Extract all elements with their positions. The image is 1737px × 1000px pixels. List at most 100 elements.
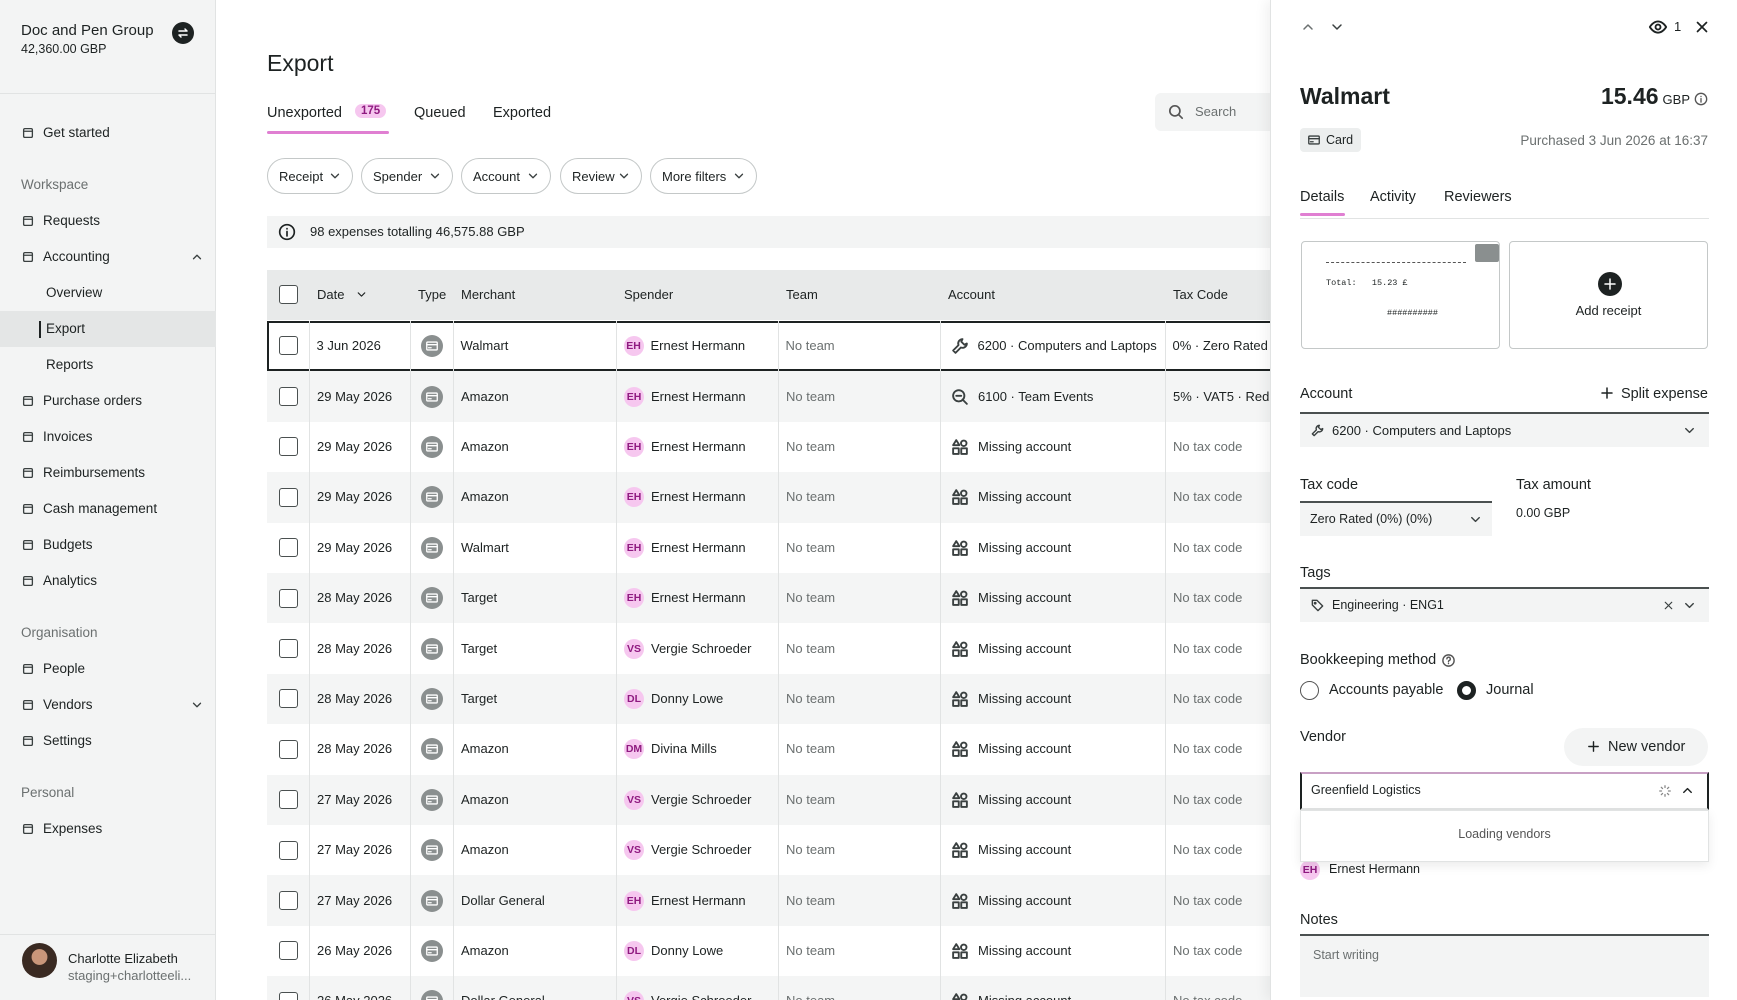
- nav-item[interactable]: Purchase orders: [0, 383, 216, 419]
- cell-divider: [616, 774, 617, 825]
- nav-item[interactable]: Get started: [0, 115, 216, 151]
- account: Missing account: [978, 640, 1072, 656]
- account-icon: [950, 840, 970, 860]
- spender: Donny Lowe: [651, 942, 724, 958]
- table-row[interactable]: 26 May 2026 Amazon DL Donny Lowe No team Miss…: [267, 925, 1317, 977]
- filter-chip[interactable]: Account: [461, 158, 551, 194]
- filter-chip[interactable]: More filters: [650, 158, 757, 194]
- filter-chip[interactable]: Review: [560, 158, 642, 194]
- account-icon-svg: [952, 640, 968, 657]
- table-row[interactable]: 29 May 2026 Amazon EH Ernest Hermann No team…: [267, 371, 1317, 422]
- cell-divider: [778, 825, 779, 876]
- account-select[interactable]: 6200 · Computers and Laptops: [1300, 412, 1709, 447]
- nav-label: Expenses: [43, 821, 103, 836]
- table-row[interactable]: 28 May 2026 Target VS Vergie Schroeder No te…: [267, 623, 1317, 674]
- split-expense-button[interactable]: Split expense: [1620, 386, 1708, 402]
- table-row[interactable]: 29 May 2026 Amazon EH Ernest Hermann No team…: [267, 421, 1317, 473]
- previous-button[interactable]: [1300, 19, 1316, 35]
- select-all-checkbox[interactable]: [279, 285, 298, 304]
- next-button[interactable]: [1329, 19, 1345, 35]
- column-header[interactable]: Team: [786, 287, 818, 302]
- cell-divider: [309, 976, 310, 1000]
- row-checkbox[interactable]: [279, 941, 298, 961]
- row-checkbox[interactable]: [279, 639, 298, 659]
- new-vendor-button[interactable]: New vendor: [1564, 728, 1708, 766]
- nav-item[interactable]: Accounting: [0, 239, 216, 275]
- panel-tab[interactable]: Activity: [1370, 189, 1416, 205]
- help-icon: [1441, 653, 1456, 668]
- table-row[interactable]: 3 Jun 2026 Walmart EH Ernest Hermann No team…: [267, 320, 1317, 372]
- column-header[interactable]: Spender: [624, 287, 674, 302]
- row-checkbox[interactable]: [279, 588, 298, 608]
- column-header[interactable]: Type: [418, 287, 447, 302]
- row-checkbox[interactable]: [279, 689, 298, 709]
- column-header[interactable]: Tax Code: [1173, 287, 1228, 302]
- nav-item[interactable]: Overview: [0, 275, 216, 311]
- add-receipt-button[interactable]: Add receipt: [1509, 241, 1708, 349]
- panel-tab[interactable]: Reviewers: [1444, 189, 1512, 205]
- column-header[interactable]: Merchant: [461, 287, 516, 302]
- cell-divider: [453, 875, 454, 926]
- table-row[interactable]: 28 May 2026 Amazon DM Divina Mills No team Mi…: [267, 724, 1317, 775]
- icon: [21, 394, 35, 408]
- cell-divider: [940, 774, 941, 825]
- table-row[interactable]: 29 May 2026 Amazon EH Ernest Hermann No team…: [267, 472, 1317, 523]
- account-icon: [950, 538, 970, 558]
- row-checkbox[interactable]: [279, 437, 298, 457]
- row-checkbox[interactable]: [279, 487, 298, 507]
- nav-item[interactable]: Analytics: [0, 563, 216, 599]
- tags-select[interactable]: Engineering · ENG1: [1300, 587, 1709, 622]
- table-row[interactable]: 28 May 2026 Target DL Donny Lowe No team Miss…: [267, 673, 1317, 725]
- nav-item[interactable]: People: [0, 651, 216, 687]
- row-checkbox[interactable]: [279, 790, 298, 810]
- cell-divider: [616, 472, 617, 523]
- vendor-input[interactable]: Greenfield Logistics: [1300, 772, 1709, 810]
- receipt-thumbnail[interactable]: Total: 15.23 £ ##########: [1301, 241, 1500, 349]
- viewers-icon-svg: [1648, 20, 1668, 34]
- cell-divider: [940, 371, 941, 422]
- nav-item[interactable]: Vendors: [0, 687, 216, 723]
- row-checkbox[interactable]: [279, 840, 298, 860]
- column-header[interactable]: Date: [317, 287, 345, 302]
- icon: [1468, 512, 1483, 527]
- table-row[interactable]: 27 May 2026 Dollar General EH Ernest Herman…: [267, 875, 1317, 926]
- row-checkbox[interactable]: [279, 991, 298, 1000]
- panel-tab[interactable]: Details: [1300, 189, 1345, 205]
- tax-code-select[interactable]: Zero Rated (0%) (0%): [1300, 501, 1492, 536]
- table-row[interactable]: 26 May 2026 Dollar General VS Vergie Schroe…: [267, 976, 1317, 1000]
- filter-chip[interactable]: Spender: [361, 158, 453, 194]
- nav-item[interactable]: Reimbursements: [0, 455, 216, 491]
- table-row[interactable]: 27 May 2026 Amazon VS Vergie Schroeder No te…: [267, 825, 1317, 876]
- nav-item[interactable]: Export: [0, 311, 216, 347]
- cell-divider: [940, 522, 941, 573]
- switch-org-button[interactable]: [172, 22, 194, 44]
- nav-item[interactable]: Expenses: [0, 811, 216, 847]
- row-checkbox[interactable]: [279, 387, 298, 407]
- row-checkbox[interactable]: [279, 891, 298, 911]
- nav-item[interactable]: Budgets: [0, 527, 216, 563]
- row-checkbox[interactable]: [279, 739, 298, 759]
- nav-item[interactable]: Invoices: [0, 419, 216, 455]
- notes-input[interactable]: Start writing: [1300, 934, 1709, 997]
- nav-item[interactable]: Cash management: [0, 491, 216, 527]
- table-row[interactable]: 28 May 2026 Target EH Ernest Hermann No team…: [267, 573, 1317, 624]
- merchant: Target: [461, 640, 498, 656]
- column-header[interactable]: Account: [948, 287, 995, 302]
- table-row[interactable]: 27 May 2026 Amazon VS Vergie Schroeder No te…: [267, 774, 1317, 825]
- icon-svg: [1311, 424, 1324, 437]
- table-row[interactable]: 29 May 2026 Walmart EH Ernest Hermann No tea…: [267, 522, 1317, 573]
- nav-item[interactable]: Requests: [0, 203, 216, 239]
- row-checkbox[interactable]: [278, 336, 298, 356]
- summary-bar: 98 expenses totalling 46,575.88 GBP: [267, 216, 1317, 248]
- account-icon-svg: [952, 489, 968, 506]
- divider: [1300, 218, 1709, 219]
- nav-item[interactable]: Reports: [0, 347, 216, 383]
- icon-svg: [426, 744, 438, 754]
- cell-divider: [616, 371, 617, 422]
- row-checkbox[interactable]: [279, 538, 298, 558]
- nav-item[interactable]: Settings: [0, 723, 216, 759]
- icon: [1680, 783, 1695, 798]
- filter-chip[interactable]: Receipt: [267, 158, 353, 194]
- close-button[interactable]: [1693, 18, 1711, 36]
